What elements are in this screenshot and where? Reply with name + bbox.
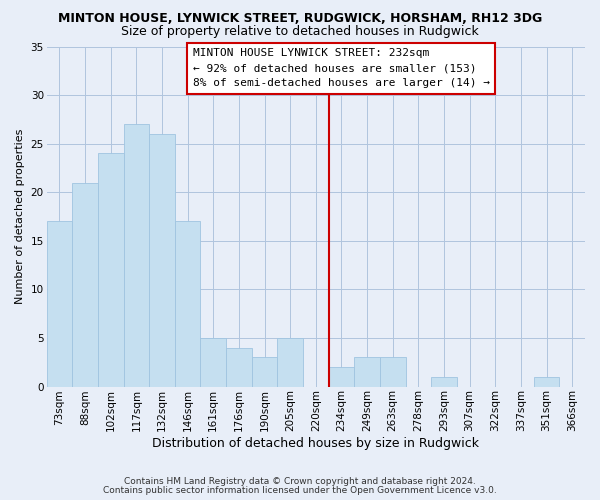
Bar	[72, 182, 98, 386]
Bar	[47, 222, 72, 386]
Bar	[431, 377, 457, 386]
Y-axis label: Number of detached properties: Number of detached properties	[15, 129, 25, 304]
Text: MINTON HOUSE LYNWICK STREET: 232sqm
← 92% of detached houses are smaller (153)
8: MINTON HOUSE LYNWICK STREET: 232sqm ← 92…	[193, 48, 490, 88]
Text: Contains public sector information licensed under the Open Government Licence v3: Contains public sector information licen…	[103, 486, 497, 495]
Text: Contains HM Land Registry data © Crown copyright and database right 2024.: Contains HM Land Registry data © Crown c…	[124, 477, 476, 486]
Bar	[329, 367, 354, 386]
Text: MINTON HOUSE, LYNWICK STREET, RUDGWICK, HORSHAM, RH12 3DG: MINTON HOUSE, LYNWICK STREET, RUDGWICK, …	[58, 12, 542, 26]
Bar	[124, 124, 149, 386]
Bar	[354, 358, 380, 386]
X-axis label: Distribution of detached houses by size in Rudgwick: Distribution of detached houses by size …	[152, 437, 479, 450]
Bar	[200, 338, 226, 386]
Bar	[149, 134, 175, 386]
Text: Size of property relative to detached houses in Rudgwick: Size of property relative to detached ho…	[121, 25, 479, 38]
Bar	[175, 222, 200, 386]
Bar	[226, 348, 251, 387]
Bar	[380, 358, 406, 386]
Bar	[251, 358, 277, 386]
Bar	[534, 377, 559, 386]
Bar	[277, 338, 303, 386]
Bar	[98, 154, 124, 386]
